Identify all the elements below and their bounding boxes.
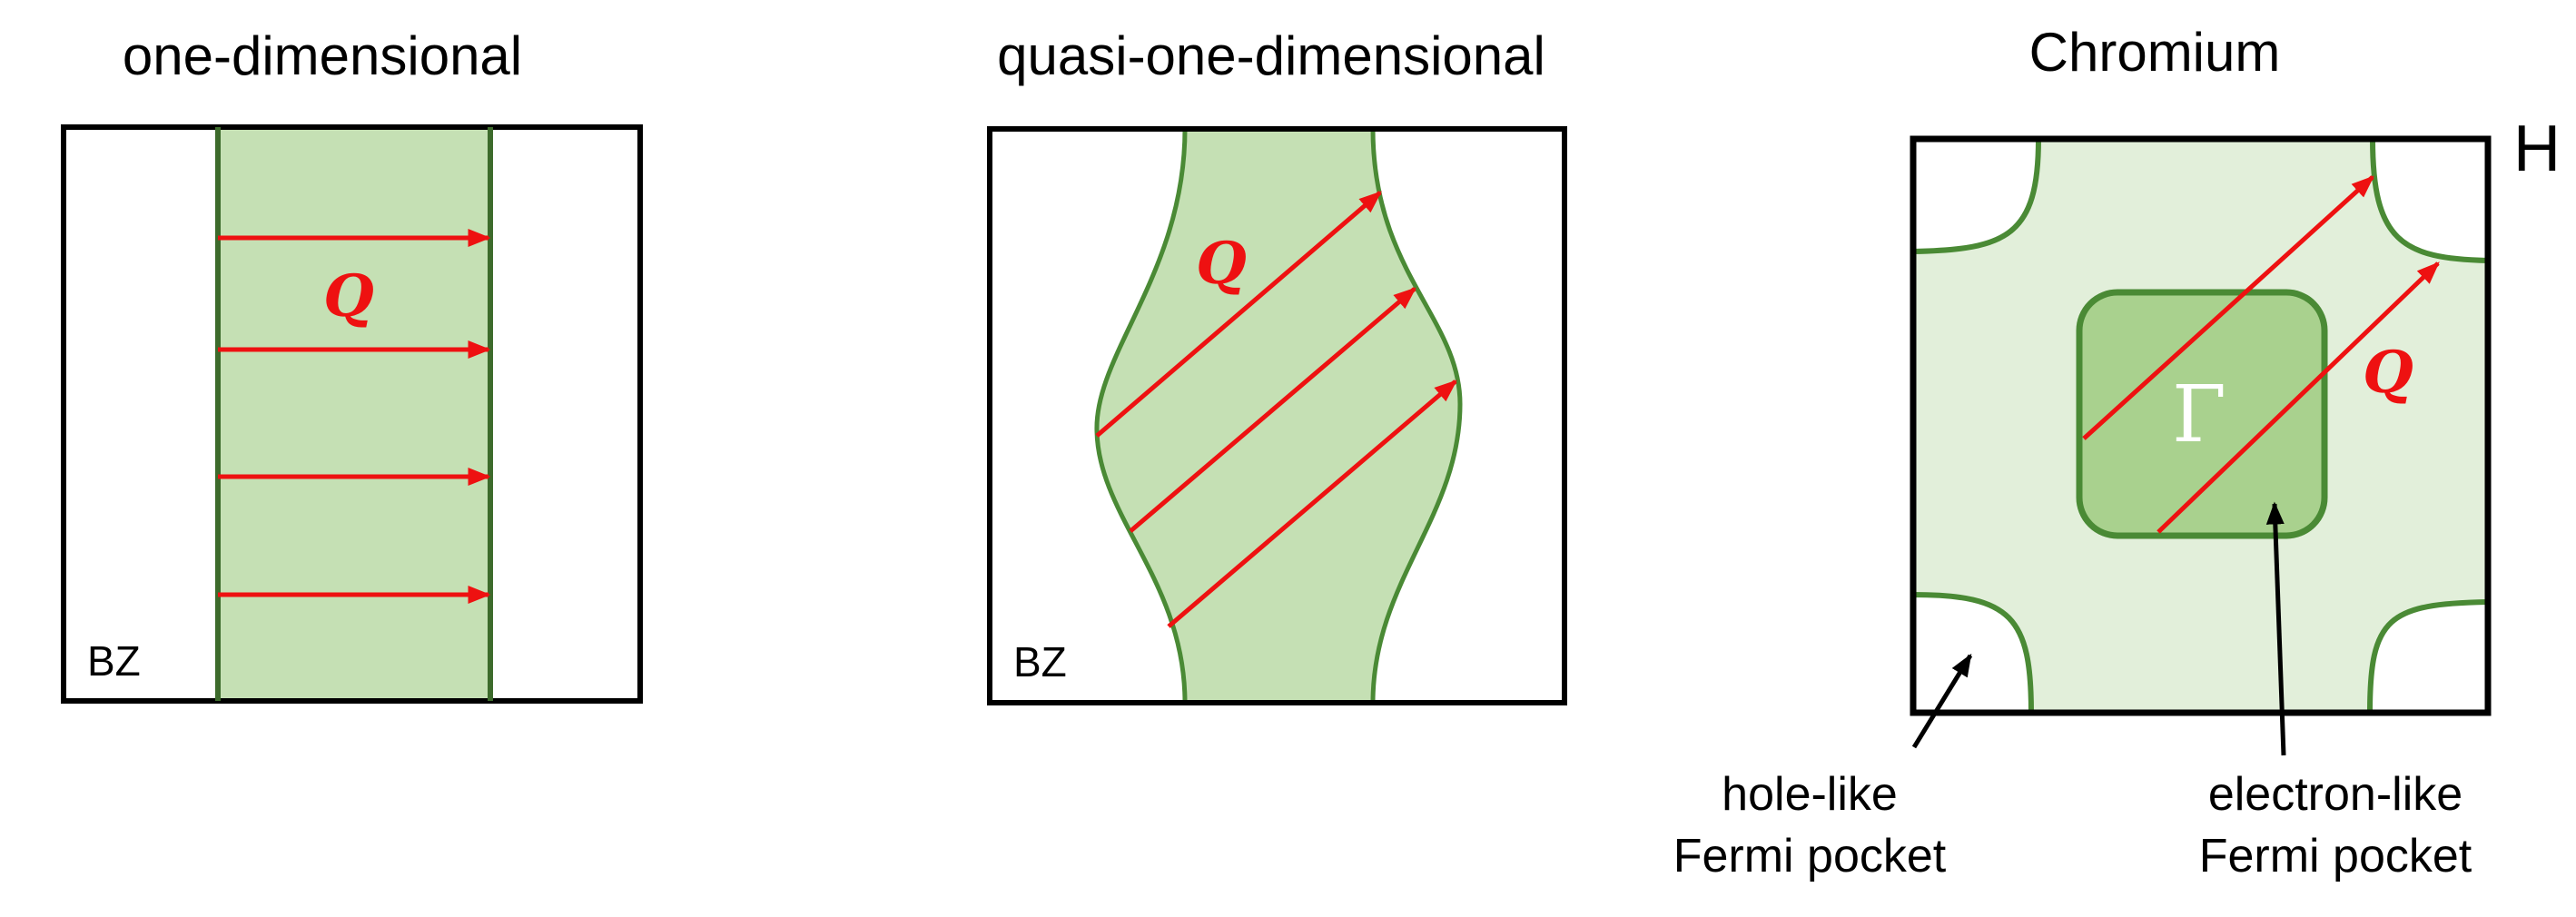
hole-pocket-bottom-right — [2366, 598, 2488, 713]
gamma-point-label: Γ — [2172, 370, 2226, 460]
panel-quasi-one-dimensional: quasi-one-dimensional Q BZ — [987, 25, 1567, 705]
brillouin-zone-box — [61, 124, 643, 704]
bz-label: BZ — [1013, 638, 1067, 685]
bz-label: BZ — [87, 637, 141, 685]
filled-band — [1096, 129, 1460, 703]
panel-title-chromium: Chromium — [2029, 22, 2281, 83]
nesting-vector-label: Q — [323, 262, 374, 330]
h-point-label: H — [2513, 113, 2561, 185]
panel-chromium: Chromium Γ Q H hole-like Fermi pocket el… — [1673, 22, 2561, 882]
filled-band — [218, 127, 490, 701]
electron-pocket — [2076, 289, 2328, 539]
nesting-vector-label: Q — [1196, 230, 1247, 298]
electron-pocket-caption-line2: Fermi pocket — [2199, 830, 2472, 882]
panel-one-dimensional: one-dimensional Q BZ — [61, 25, 643, 704]
hole-pocket-bottom-left — [1913, 591, 2035, 713]
panel-title-quasi-one-dimensional: quasi-one-dimensional — [997, 25, 1545, 86]
nesting-arrow — [2157, 261, 2440, 534]
fermi-surface-left — [1094, 129, 1188, 703]
fermi-surface-right — [1370, 129, 1463, 703]
hole-pocket-top-right — [2369, 139, 2488, 264]
panel-title-one-dimensional: one-dimensional — [123, 25, 522, 86]
brillouin-zone-box — [1910, 135, 2492, 716]
hole-pocket-caption-line1: hole-like — [1722, 768, 1898, 821]
nesting-arrow — [2082, 175, 2374, 440]
nesting-arrow — [1129, 287, 1416, 533]
nesting-vector-label: Q — [2363, 339, 2413, 407]
electron-pocket-caption-line1: electron-like — [2208, 768, 2462, 821]
electron-pocket-pointer — [2265, 501, 2286, 756]
hole-pocket-top-left — [1913, 139, 2042, 255]
nesting-arrow — [1095, 191, 1382, 438]
hole-pocket-pointer — [1911, 653, 1973, 749]
nesting-arrow — [1167, 380, 1457, 628]
brillouin-zone-box — [987, 126, 1567, 705]
hole-pocket-caption-line2: Fermi pocket — [1673, 830, 1947, 882]
